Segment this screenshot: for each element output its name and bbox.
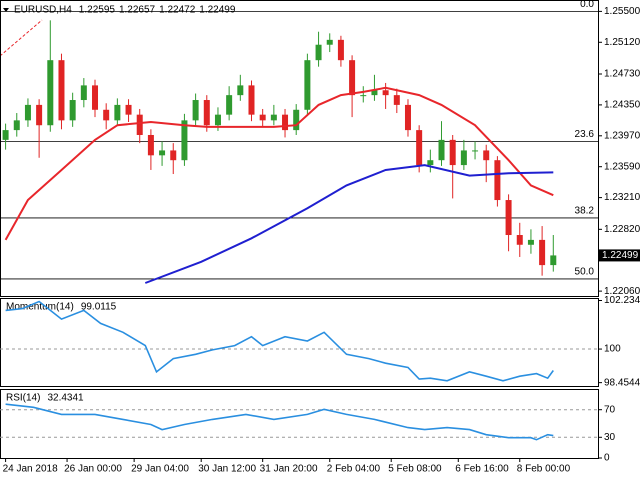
candle-body xyxy=(237,85,244,96)
candle-body xyxy=(136,114,143,135)
menu-triangle xyxy=(3,8,9,12)
candle-body xyxy=(125,104,132,115)
candle-body xyxy=(13,120,20,131)
candle-body xyxy=(427,160,434,166)
candle-body xyxy=(69,100,76,121)
candle-body xyxy=(36,104,43,126)
header-value: 1.22472 xyxy=(159,5,196,16)
y-tick-label: 102.2345 xyxy=(604,295,640,306)
y-tick-label: 1.23590 xyxy=(604,161,640,172)
x-tick-label: 6 Feb 16:00 xyxy=(455,464,509,475)
candle-body xyxy=(92,85,99,110)
candle-body xyxy=(259,114,266,121)
candle-body xyxy=(449,139,456,166)
candle-body xyxy=(58,60,65,121)
x-tick-label: 24 Jan 2018 xyxy=(3,464,58,475)
candle-body xyxy=(282,114,289,131)
indicator-line xyxy=(4,86,554,241)
trend-line xyxy=(0,19,43,57)
candle-body xyxy=(159,150,166,156)
y-tick-label: 30 xyxy=(604,432,616,443)
candle-body xyxy=(147,134,154,156)
candle-body xyxy=(404,104,411,131)
y-tick-label: 1.25500 xyxy=(604,6,640,17)
price-box-label: 1.22499 xyxy=(602,250,639,261)
candle-body xyxy=(416,130,423,166)
header-value: 1.22657 xyxy=(119,5,156,16)
y-tick-label: 1.24350 xyxy=(604,100,640,111)
candle-body xyxy=(349,60,356,96)
candle-body xyxy=(2,130,9,140)
x-tick-label: 31 Jan 20:00 xyxy=(260,464,318,475)
indicator-value: 32.4341 xyxy=(47,393,84,404)
candle-body xyxy=(248,85,255,115)
y-tick-label: 98.4544 xyxy=(604,377,640,388)
candle-body xyxy=(181,120,188,161)
pane-title: Momentum(14) xyxy=(6,302,74,313)
fib-level-label: 23.6 xyxy=(575,129,595,140)
pane-title: RSI(14) xyxy=(6,393,40,404)
candle-body xyxy=(371,90,378,96)
candle-body xyxy=(326,39,333,45)
candle-body xyxy=(539,239,546,266)
candle-body xyxy=(516,235,523,245)
price-box xyxy=(599,249,640,262)
candle-body xyxy=(214,114,221,126)
pane-border xyxy=(0,389,599,459)
candle-body xyxy=(360,95,367,97)
fib-level-label: 38.2 xyxy=(575,206,595,217)
y-tick-label: 1.25120 xyxy=(604,37,640,48)
pane-border xyxy=(0,0,599,297)
y-tick-label: 1.23970 xyxy=(604,130,640,141)
x-tick-label: 2 Feb 04:00 xyxy=(327,464,381,475)
indicator-line xyxy=(5,300,554,382)
candle-body xyxy=(270,114,277,121)
candle-body xyxy=(293,109,300,131)
candle-body xyxy=(550,255,557,266)
candle-body xyxy=(103,109,110,121)
candle-body xyxy=(382,90,389,96)
y-tick-label: 70 xyxy=(604,404,616,415)
y-tick-label: 1.23210 xyxy=(604,192,640,203)
y-tick-label: 0 xyxy=(604,453,610,464)
candle-body xyxy=(304,60,311,110)
candle-body xyxy=(337,39,344,61)
candle-body xyxy=(170,150,177,161)
header-value: 1.22499 xyxy=(199,5,236,16)
x-tick-label: 30 Jan 12:00 xyxy=(198,464,256,475)
fib-level-label: 50.0 xyxy=(575,267,595,278)
candle-body xyxy=(393,95,400,105)
pane-border xyxy=(0,298,599,387)
pane-title: EURUSD,H4 xyxy=(14,5,72,16)
candle-body xyxy=(80,85,87,101)
candle-body xyxy=(47,60,54,126)
indicator-line xyxy=(5,403,554,441)
fib-level-label: 0.0 xyxy=(580,0,594,10)
indicator-value: 99.0115 xyxy=(81,302,117,313)
candle-body xyxy=(527,239,534,245)
candle-body xyxy=(483,150,490,161)
candle-body xyxy=(114,104,121,121)
candle-body xyxy=(438,139,445,161)
candle-body xyxy=(505,200,512,236)
candle-body xyxy=(460,150,467,166)
candle-body xyxy=(192,100,199,121)
candle-body xyxy=(472,150,479,152)
x-tick-label: 26 Jan 00:00 xyxy=(64,464,122,475)
y-tick-label: 1.22060 xyxy=(604,286,640,297)
candle-body xyxy=(315,44,322,61)
candle-body xyxy=(494,160,501,201)
candle-body xyxy=(24,104,31,121)
x-tick-label: 5 Feb 08:00 xyxy=(388,464,442,475)
x-tick-label: 29 Jan 04:00 xyxy=(131,464,189,475)
header-value: 1.22595 xyxy=(79,5,116,16)
y-tick-label: 100 xyxy=(604,344,621,355)
candle-body xyxy=(203,100,210,126)
y-tick-label: 1.22820 xyxy=(604,224,640,235)
y-tick-label: 1.24730 xyxy=(604,69,640,80)
x-tick-label: 8 Feb 00:00 xyxy=(517,464,571,475)
indicator-line xyxy=(144,164,554,284)
candle-body xyxy=(226,95,233,115)
